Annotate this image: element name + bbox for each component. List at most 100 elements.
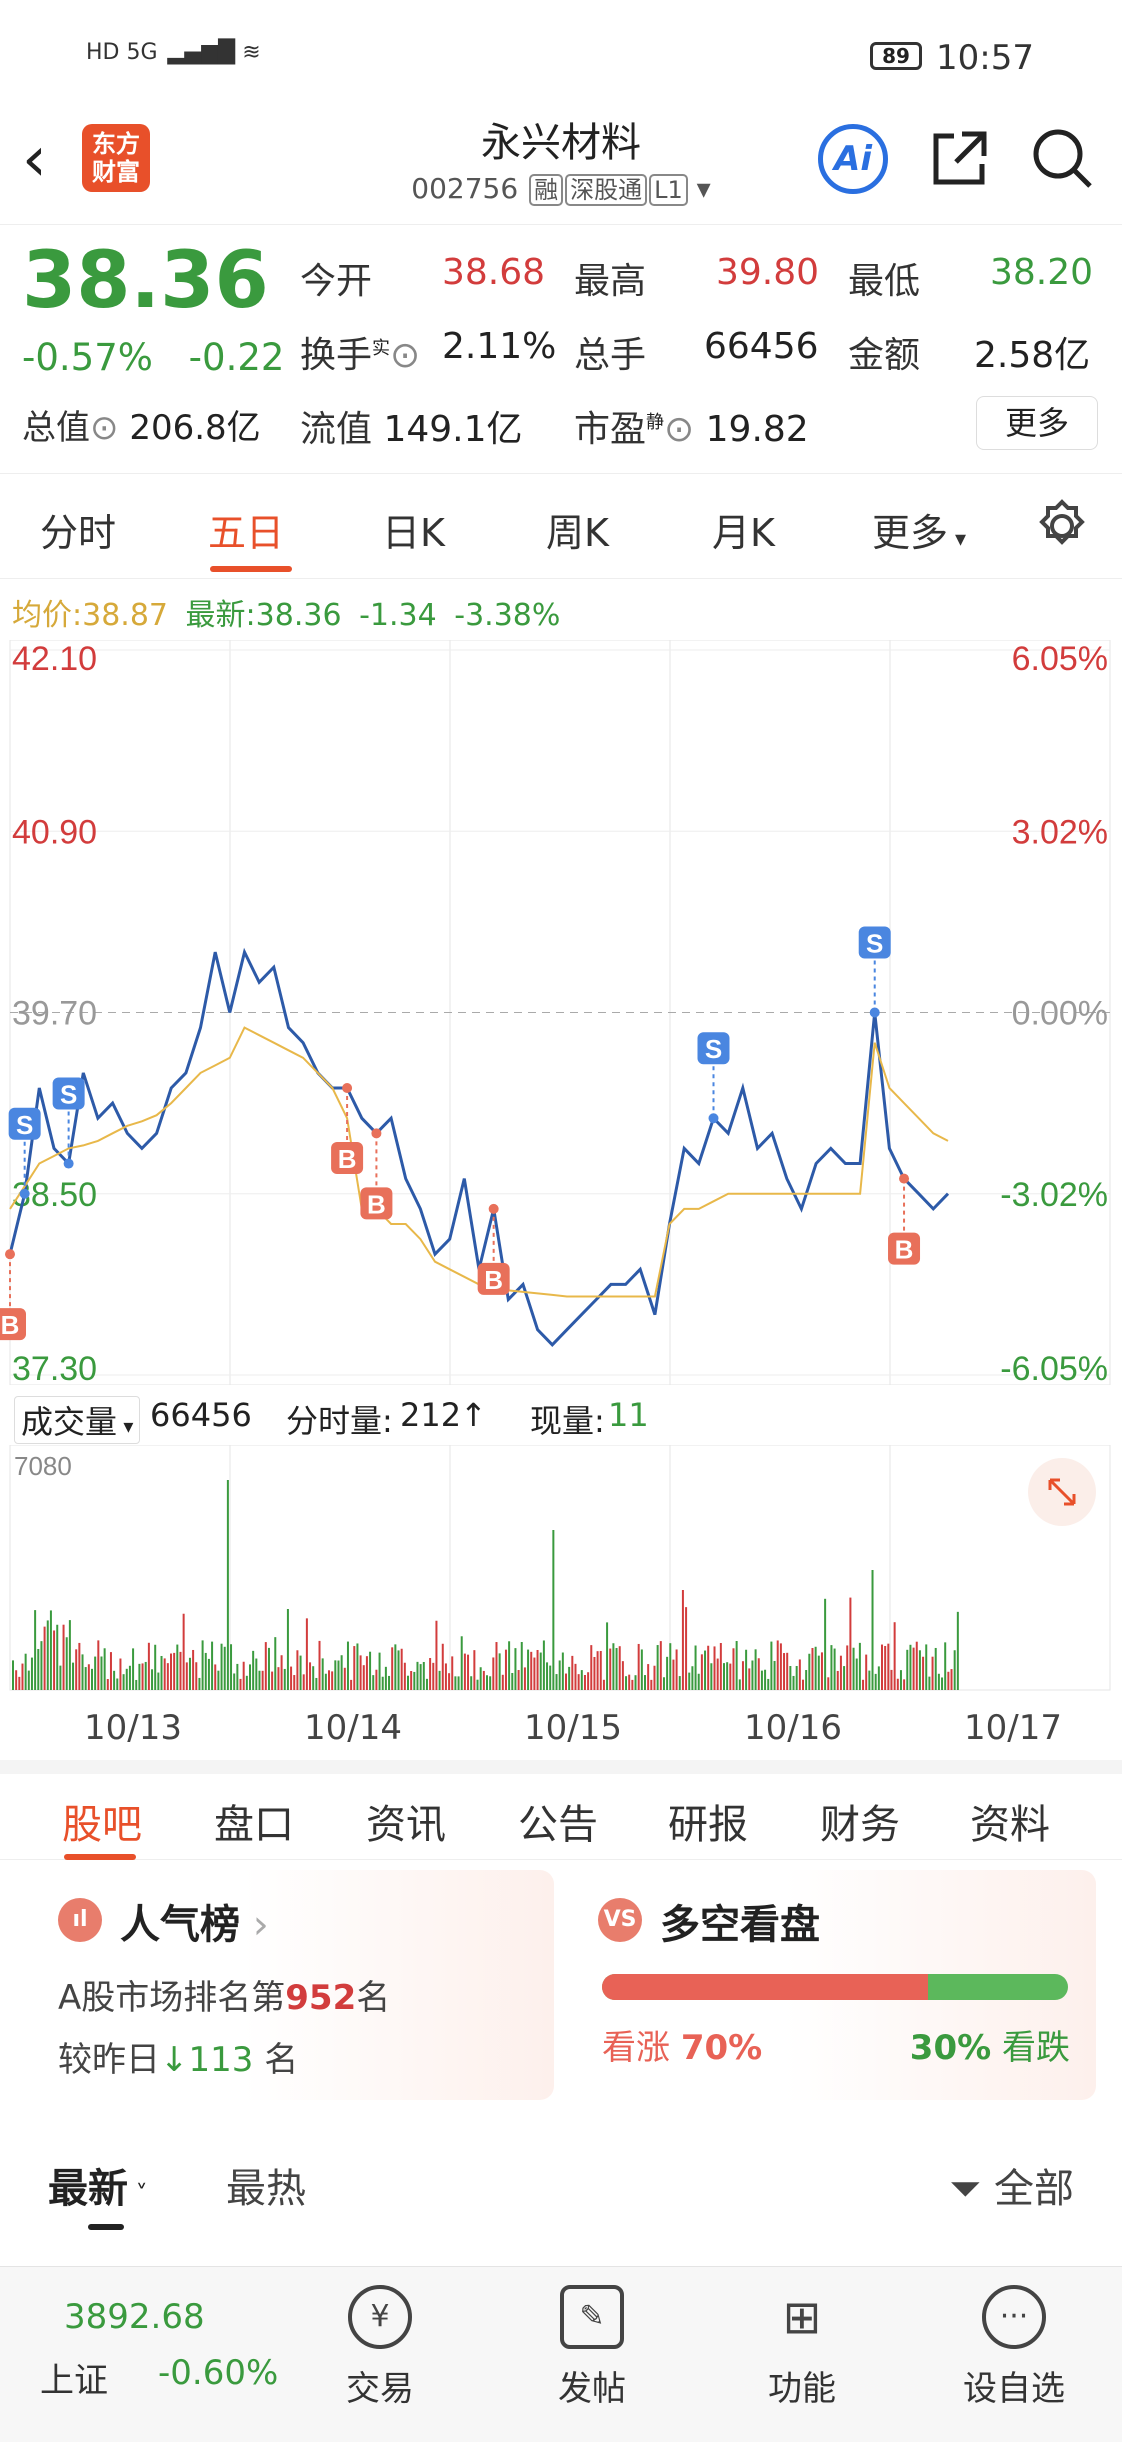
more-icon: ···: [982, 2285, 1046, 2349]
volume-bar: [817, 1655, 820, 1690]
volume-bar: [125, 1668, 128, 1690]
volume-bar: [40, 1641, 43, 1690]
volume-bar: [217, 1670, 220, 1690]
volume-bar: [798, 1659, 801, 1690]
amount-label: 金额: [848, 335, 921, 376]
volume-bar: [173, 1652, 176, 1690]
volume-bar: [195, 1662, 198, 1690]
volume-bar: [429, 1658, 432, 1690]
tab-pankou[interactable]: 盘口: [214, 1802, 294, 1848]
functions-button[interactable]: ⊞ 功能: [742, 2285, 862, 2410]
tab-profile[interactable]: 资料: [970, 1802, 1050, 1848]
volume-bar: [931, 1656, 934, 1690]
volume-bar: [748, 1668, 751, 1690]
trade-marker-label: S: [60, 1080, 77, 1110]
info-icon[interactable]: ⊙: [90, 408, 119, 448]
volume-bar: [290, 1666, 293, 1690]
volume-bar: [523, 1667, 526, 1690]
volume-bar: [852, 1647, 855, 1690]
volume-bar: [583, 1675, 586, 1690]
price-chart[interactable]: 42.10 40.90 39.70 38.50 37.30 6.05% 3.02% 0.00%…: [0, 639, 1122, 1388]
quote-panel: 38.36 -0.57% -0.22 今开 38.68 最高 39.80 最低 …: [0, 226, 1122, 474]
post-button[interactable]: ✎ 发帖: [532, 2285, 652, 2410]
volume-bar: [836, 1670, 839, 1690]
volume-bar: [874, 1673, 877, 1690]
tab-news[interactable]: 资讯: [366, 1802, 446, 1848]
volume-bar: [694, 1645, 697, 1690]
volume-bar: [596, 1651, 599, 1690]
volume-bar: [707, 1645, 710, 1690]
volume-bar: [109, 1652, 112, 1690]
volume-bar: [602, 1679, 605, 1690]
yen-icon: ¥: [348, 2285, 412, 2349]
search-icon[interactable]: [1030, 126, 1094, 190]
mcap-value: 206.8亿: [129, 408, 261, 448]
volume-bar: [245, 1675, 248, 1690]
popularity-card[interactable]: ıl 人气榜 › A股市场排名第952名 较昨日↓113 名: [36, 1870, 554, 2100]
volume-bar: [498, 1653, 501, 1690]
tab-weekly-k[interactable]: 周K: [546, 511, 609, 555]
volume-bar: [334, 1660, 337, 1690]
volume-bar: [97, 1640, 100, 1690]
volume-bar: [391, 1647, 394, 1690]
volume-bar: [947, 1671, 950, 1690]
trade-button[interactable]: ¥ 交易: [320, 2285, 440, 2410]
volume-bar: [315, 1677, 318, 1690]
volume-bar: [122, 1674, 125, 1690]
volume-bar: [843, 1666, 846, 1690]
tab-five-day[interactable]: 五日: [208, 511, 285, 555]
bull-bear-card[interactable]: VS 多空看盘 看涨 70% 30% 看跌: [576, 1870, 1096, 2100]
volume-bar: [934, 1647, 937, 1690]
volume-bar: [100, 1656, 103, 1690]
stock-name: 永兴材料: [481, 120, 641, 166]
share-icon[interactable]: [928, 126, 992, 190]
sort-latest[interactable]: 最新 ˅: [48, 2166, 148, 2212]
volume-bar: [151, 1669, 154, 1690]
sort-hot[interactable]: 最热: [226, 2166, 306, 2212]
info-icon[interactable]: ⊙: [390, 335, 421, 376]
x-axis-dates: 10/13 10/14 10/15 10/16 10/17: [0, 1700, 1122, 1750]
volume-bar: [631, 1679, 634, 1690]
expand-icon[interactable]: [1028, 1458, 1096, 1526]
tab-daily-k[interactable]: 日K: [382, 511, 445, 555]
index-ticker[interactable]: 3892.68 上证 -0.60%: [40, 2297, 279, 2401]
volume-bar: [318, 1640, 321, 1690]
trade-marker: [52, 1077, 85, 1110]
back-icon[interactable]: ‹: [22, 122, 47, 195]
volume-bar: [397, 1650, 400, 1690]
app-logo[interactable]: 东方财富: [82, 124, 150, 192]
filter-button[interactable]: ⏷ 全部: [949, 2166, 1074, 2212]
volume-bar: [416, 1661, 419, 1690]
volume-chart[interactable]: 7080: [0, 1444, 1122, 1695]
add-watchlist-button[interactable]: ··· 设自选: [954, 2285, 1074, 2410]
volume-bar: [555, 1674, 558, 1690]
volume-bar: [877, 1666, 880, 1690]
volume-bar: [789, 1666, 792, 1690]
volume-bar: [277, 1667, 280, 1690]
volume-bar: [37, 1648, 40, 1690]
tab-announcements[interactable]: 公告: [518, 1802, 598, 1848]
tab-guba[interactable]: 股吧: [62, 1802, 142, 1848]
volume-bar: [669, 1643, 672, 1690]
tab-research[interactable]: 研报: [668, 1802, 748, 1848]
marker-dot: [899, 1173, 910, 1184]
info-icon[interactable]: ⊙: [664, 409, 695, 450]
volume-bar: [552, 1530, 555, 1690]
volume-bar: [163, 1658, 166, 1690]
volume-bar: [128, 1665, 131, 1690]
volume-bar: [514, 1648, 517, 1690]
tab-intraday[interactable]: 分时: [40, 511, 117, 555]
volume-bar: [451, 1656, 454, 1690]
trade-marker-label: S: [705, 1034, 722, 1064]
volume-bar: [113, 1670, 116, 1690]
x-tick: 10/15: [524, 1708, 622, 1748]
tab-more[interactable]: 更多 ▾: [872, 511, 967, 555]
volume-selector[interactable]: 成交量 ▾: [14, 1396, 141, 1444]
volume-bar: [533, 1657, 536, 1690]
ai-icon[interactable]: Ai: [818, 124, 888, 194]
volume-bar: [410, 1671, 413, 1690]
more-button[interactable]: 更多: [976, 396, 1098, 450]
tab-finance[interactable]: 财务: [820, 1802, 900, 1848]
gear-icon[interactable]: [1034, 498, 1090, 554]
tab-monthly-k[interactable]: 月K: [712, 511, 775, 555]
